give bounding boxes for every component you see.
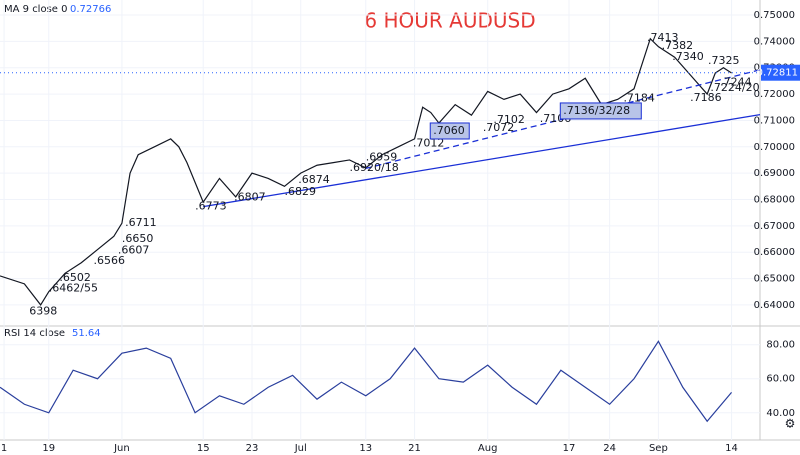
annotation: .7060 [433,124,465,137]
annotation: .6607 [118,243,150,256]
last-price-label: 0.72811 [757,68,798,79]
x-tick-label: 23 [246,443,259,454]
y-tick-label: 0.69000 [754,168,795,179]
annotation: .6920/18 [350,161,399,174]
y-tick-label: 0.71000 [754,115,795,126]
y-tick-label: 0.70000 [754,142,795,153]
y-tick-label: 60.00 [766,374,795,385]
annotation: .7244 [720,75,752,88]
x-tick-label: Sep [649,443,668,454]
annotation: .7382 [662,39,694,52]
price-line [0,37,732,306]
x-tick-label: Aug [478,443,498,454]
indicator-value: 0.72766 [70,4,111,15]
x-tick-label: 1 [1,443,7,454]
annotation: .7184 [623,91,655,104]
chart-title: 6 HOUR AUDUSD [364,9,535,33]
annotation: .6807 [234,191,266,204]
annotation: .6502 [59,271,91,284]
annotation: .7102 [493,113,525,126]
y-tick-label: 0.75000 [754,10,795,21]
annotation: 6398 [29,305,57,318]
annotation: .7340 [672,50,704,63]
annotation: .7325 [708,54,740,67]
x-tick-label: Jun [113,443,130,454]
annotation: .6711 [125,216,157,229]
annotation: .6462/55 [49,282,98,295]
y-tick-label: 0.72000 [754,89,795,100]
y-tick-label: 0.66000 [754,247,795,258]
y-tick-label: 0.64000 [754,300,795,311]
annotation-box [559,102,642,120]
y-tick-label: 0.74000 [754,36,795,47]
trend-line [203,113,761,208]
annotation: .7136/32/28 [563,104,630,117]
annotation: .6566 [93,254,125,267]
indicator-name: MA 9 close 0 [4,4,68,15]
annotation: .6874 [298,173,330,186]
annotation: .6959 [366,151,398,164]
annotation: .6773 [195,200,227,213]
annotation: .7186 [690,91,722,104]
x-tick-label: 17 [563,443,576,454]
rsi-value: 51.64 [72,328,101,339]
y-tick-label: 0.67000 [754,221,795,232]
y-tick-label: 0.68000 [754,195,795,206]
x-tick-label: 14 [725,443,738,454]
x-tick-label: 24 [603,443,616,454]
annotation: .7012 [413,137,445,150]
annotation: .7224/20 [710,81,759,94]
y-tick-label: 0.65000 [754,274,795,285]
last-price-box [761,64,800,81]
annotation-box [429,122,470,140]
annotation: .7072 [483,121,514,134]
x-tick-label: 19 [42,443,55,454]
rsi-title: RSI 14 close [4,328,65,339]
y-tick-label: 40.00 [766,408,795,419]
annotation: .7413 [647,31,679,44]
x-tick-label: 21 [408,443,421,454]
y-tick-label: 80.00 [766,340,795,351]
annotation: .6650 [122,232,154,245]
x-tick-label: 15 [197,443,210,454]
x-tick-label: 13 [359,443,372,454]
settings-icon[interactable]: ⚙ [785,417,796,431]
x-tick-label: Jul [294,443,307,454]
annotation: .6829 [284,185,316,198]
price-line [0,340,733,423]
